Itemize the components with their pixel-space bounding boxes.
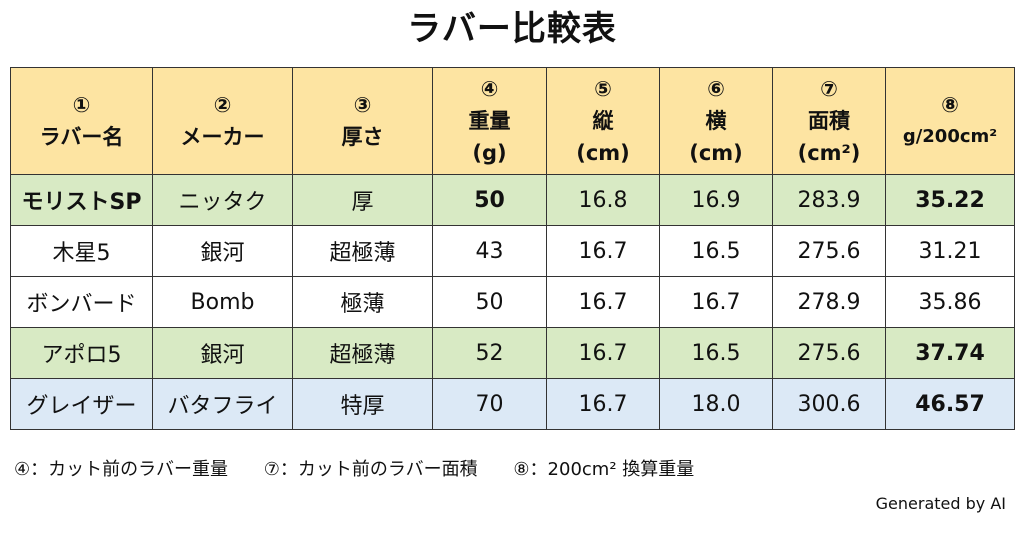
header-unit: (cm) [689, 141, 743, 165]
cell-per200: 35.86 [885, 276, 1015, 328]
cell-length: 16.7 [546, 276, 660, 328]
header-cell-thickness: ③ 厚さ [292, 67, 433, 175]
table-row: ボンバード Bomb 極薄 50 16.7 16.7 278.9 35.86 [10, 276, 1015, 328]
cell-weight: 70 [432, 378, 547, 430]
cell-width: 16.9 [659, 174, 773, 226]
header-unit: (g) [472, 141, 507, 165]
table-row: モリストSP ニッタク 厚 50 16.8 16.9 283.9 35.22 [10, 174, 1015, 226]
cell-maker: 銀河 [152, 225, 293, 277]
cell-area: 275.6 [772, 327, 886, 379]
cell-length: 16.7 [546, 378, 660, 430]
cell-name: ボンバード [10, 276, 153, 328]
cell-weight: 43 [432, 225, 547, 277]
cell-maker: 銀河 [152, 327, 293, 379]
cell-area: 275.6 [772, 225, 886, 277]
cell-width: 16.5 [659, 225, 773, 277]
header-cell-length: ⑤ 縦 (cm) [546, 67, 660, 175]
table-row: グレイザー バタフライ 特厚 70 16.7 18.0 300.6 46.57 [10, 378, 1015, 430]
cell-thickness: 超極薄 [292, 327, 433, 379]
header-cell-weight: ④ 重量 (g) [432, 67, 547, 175]
header-label: 横 [705, 109, 727, 133]
cell-name: アポロ5 [10, 327, 153, 379]
cell-name: 木星5 [10, 225, 153, 277]
header-num: ③ [353, 93, 372, 117]
cell-length: 16.8 [546, 174, 660, 226]
cell-thickness: 超極薄 [292, 225, 433, 277]
cell-length: 16.7 [546, 225, 660, 277]
header-num: ④ [480, 77, 499, 101]
header-label: 厚さ [341, 125, 384, 149]
header-num: ① [72, 93, 91, 117]
cell-maker: Bomb [152, 276, 293, 328]
header-label: g/200cm² [902, 126, 998, 147]
header-cell-maker: ② メーカー [152, 67, 293, 175]
cell-weight: 50 [432, 276, 547, 328]
cell-length: 16.7 [546, 327, 660, 379]
cell-width: 18.0 [659, 378, 773, 430]
table-row: 木星5 銀河 超極薄 43 16.7 16.5 275.6 31.21 [10, 225, 1015, 277]
header-num: ⑦ [820, 77, 838, 101]
cell-area: 278.9 [772, 276, 886, 328]
cell-area: 283.9 [772, 174, 886, 226]
page-title: ラバー比較表 [407, 9, 617, 49]
header-label: 縦 [592, 109, 614, 133]
cell-thickness: 特厚 [292, 378, 433, 430]
cell-width: 16.5 [659, 327, 773, 379]
header-num: ⑥ [707, 77, 725, 101]
cell-weight: 50 [432, 174, 547, 226]
cell-maker: ニッタク [152, 174, 293, 226]
credit-text: Generated by AI [875, 494, 1006, 513]
header-cell-area: ⑦ 面積 (cm²) [772, 67, 886, 175]
header-cell-name: ① ラバー名 [10, 67, 153, 175]
cell-thickness: 極薄 [292, 276, 433, 328]
header-num: ② [213, 93, 232, 117]
cell-area: 300.6 [772, 378, 886, 430]
header-label: 重量 [468, 109, 511, 133]
cell-name: モリストSP [10, 174, 153, 226]
footnote-area: ⑦：カット前のラバー面積 [263, 459, 478, 480]
header-cell-per200: ⑧ g/200cm² [885, 67, 1015, 175]
cell-name: グレイザー [10, 378, 153, 430]
header-unit: (cm) [576, 141, 630, 165]
header-label: メーカー [180, 125, 265, 149]
header-label: 面積 [808, 109, 850, 133]
header-num: ⑤ [594, 77, 612, 101]
table-row: アポロ5 銀河 超極薄 52 16.7 16.5 275.6 37.74 [10, 327, 1015, 379]
cell-per200: 46.57 [885, 378, 1015, 430]
header-cell-width: ⑥ 横 (cm) [659, 67, 773, 175]
cell-per200: 37.74 [885, 327, 1015, 379]
cell-per200: 35.22 [885, 174, 1015, 226]
cell-width: 16.7 [659, 276, 773, 328]
header-unit: (cm²) [797, 141, 861, 165]
footnotes: ④：カット前のラバー重量 ⑦：カット前のラバー面積 ⑧：200cm² 換算重量 [14, 455, 724, 481]
header-row: ① ラバー名 ② メーカー ③ 厚さ ④ 重量 (g) ⑤ 縦 (cm) [10, 67, 1015, 175]
rubber-comparison-table: ① ラバー名 ② メーカー ③ 厚さ ④ 重量 (g) ⑤ 縦 (cm) [10, 67, 1015, 430]
footnote-converted: ⑧：200cm² 換算重量 [513, 459, 695, 480]
header-label: ラバー名 [39, 125, 124, 149]
cell-maker: バタフライ [152, 378, 293, 430]
cell-per200: 31.21 [885, 225, 1015, 277]
footnote-weight: ④：カット前のラバー重量 [14, 459, 228, 480]
header-num: ⑧ [941, 93, 959, 117]
cell-weight: 52 [432, 327, 547, 379]
cell-thickness: 厚 [292, 174, 433, 226]
